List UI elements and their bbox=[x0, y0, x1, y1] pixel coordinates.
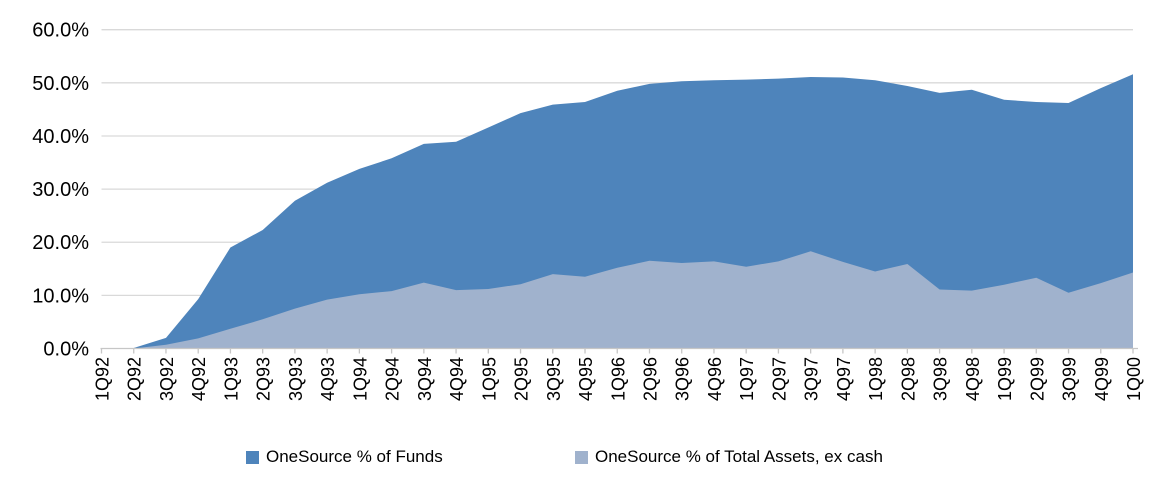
x-axis-tick-label: 3Q98 bbox=[931, 357, 951, 401]
legend-label-funds: OneSource % of Funds bbox=[266, 447, 443, 466]
x-axis-tick-label: 4Q99 bbox=[1092, 357, 1112, 401]
y-axis-tick-label: 60.0% bbox=[32, 20, 89, 42]
x-axis-tick-label: 3Q93 bbox=[286, 357, 306, 401]
x-axis-tick-label: 1Q97 bbox=[737, 357, 757, 401]
legend-item-total-assets: OneSource % of Total Assets, ex cash bbox=[575, 446, 883, 468]
x-axis-tick-label: 4Q98 bbox=[963, 357, 983, 401]
y-axis-tick-label: 30.0% bbox=[32, 179, 89, 201]
x-axis-tick-label: 3Q92 bbox=[157, 357, 177, 401]
y-axis-tick-label: 0.0% bbox=[43, 339, 89, 361]
legend-swatch-funds-icon bbox=[246, 450, 259, 464]
x-axis-tick-label: 3Q96 bbox=[673, 357, 693, 401]
x-axis-tick-label: 2Q97 bbox=[769, 357, 789, 401]
x-axis-tick-label: 4Q95 bbox=[576, 357, 596, 401]
x-axis-tick-label: 2Q94 bbox=[383, 357, 403, 401]
x-axis-tick-label: 3Q97 bbox=[802, 357, 822, 401]
x-axis-tick-label: 1Q96 bbox=[608, 357, 628, 401]
x-axis-tick-label: 3Q95 bbox=[544, 357, 564, 401]
x-axis-tick-label: 2Q92 bbox=[125, 357, 145, 401]
x-axis-tick-label: 4Q92 bbox=[189, 357, 209, 401]
x-axis-tick-label: 1Q98 bbox=[866, 357, 886, 401]
x-axis-tick-label: 4Q94 bbox=[447, 357, 467, 401]
legend-item-funds: OneSource % of Funds bbox=[246, 446, 443, 468]
y-axis-tick-label: 40.0% bbox=[32, 126, 89, 148]
x-axis-tick-label: 1Q94 bbox=[350, 357, 370, 401]
x-axis-tick-label: 1Q93 bbox=[221, 357, 241, 401]
x-axis-tick-label: 3Q94 bbox=[415, 357, 435, 401]
legend-label-total-assets: OneSource % of Total Assets, ex cash bbox=[595, 447, 883, 466]
x-axis-tick-label: 4Q93 bbox=[318, 357, 338, 401]
x-axis-tick-label: 2Q99 bbox=[1027, 357, 1047, 401]
x-axis-tick-label: 2Q93 bbox=[254, 357, 274, 401]
x-axis-tick-label: 3Q99 bbox=[1060, 357, 1080, 401]
x-axis-tick-label: 2Q95 bbox=[512, 357, 532, 401]
y-axis-tick-label: 50.0% bbox=[32, 73, 89, 95]
legend-swatch-total-assets-icon bbox=[575, 450, 588, 464]
y-axis-tick-label: 10.0% bbox=[32, 285, 89, 307]
area-chart-plot: 0.0% 10.0% 20.0% 30.0% 40.0% 50.0% 60.0% 1Q92 2Q… bbox=[32, 20, 1144, 401]
x-axis-tick-label: 4Q97 bbox=[834, 357, 854, 401]
x-axis-tick-label: 1Q99 bbox=[995, 357, 1015, 401]
x-axis-tick-label: 1Q00 bbox=[1124, 357, 1144, 401]
x-axis-tick-label: 4Q96 bbox=[705, 357, 725, 401]
x-axis-tick-label: 1Q95 bbox=[479, 357, 499, 401]
x-axis-tick-label: 2Q96 bbox=[640, 357, 660, 401]
x-axis-tick-label: 2Q98 bbox=[898, 357, 918, 401]
x-axis-tick-label: 1Q92 bbox=[93, 357, 113, 401]
chart-legend: OneSource % of Funds OneSource % of Tota… bbox=[0, 446, 1152, 476]
total-assets-area-series bbox=[101, 251, 1133, 349]
y-axis-tick-label: 20.0% bbox=[32, 232, 89, 254]
